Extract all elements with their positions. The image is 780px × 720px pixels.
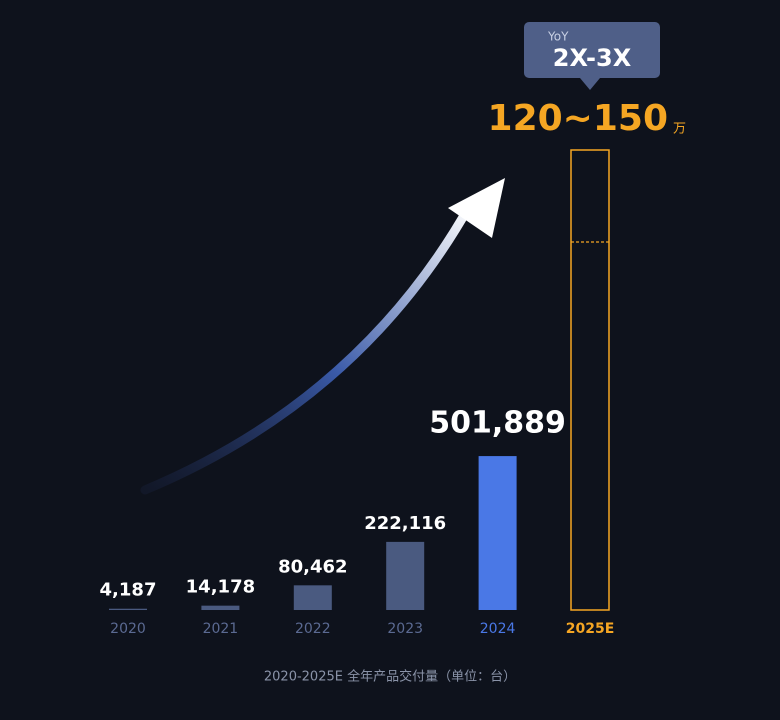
value-label: 80,462 — [278, 556, 347, 577]
value-label: 14,178 — [186, 577, 255, 598]
bar — [201, 605, 240, 610]
value-label: 4,187 — [100, 580, 157, 601]
arrow-head — [448, 178, 505, 238]
callout-pointer — [580, 78, 600, 90]
bar — [293, 585, 332, 610]
footnote: 2020-2025E 全年产品交付量（单位：台） — [264, 669, 516, 685]
callout-text: 2X-3X — [553, 44, 632, 72]
estimate-range-bar — [570, 149, 610, 611]
bar — [478, 456, 517, 610]
growth-arrow — [140, 200, 475, 495]
estimate-label: 120~150 — [488, 98, 668, 139]
value-label: 501,889 — [429, 406, 566, 441]
callout-title: YoY — [547, 30, 569, 44]
x-tick-label: 2022 — [295, 621, 331, 637]
x-tick-label: 2023 — [387, 621, 423, 637]
callout-box — [524, 22, 660, 78]
bar — [386, 541, 425, 610]
value-label: 222,116 — [364, 513, 446, 534]
bar — [109, 608, 147, 610]
estimate-unit: 万 — [673, 122, 686, 137]
x-tick-label: 2020 — [110, 621, 146, 637]
callout: YoY 2X-3X — [524, 22, 660, 90]
x-tick-label: 2021 — [203, 621, 239, 637]
x-tick-label: 2025E — [566, 621, 615, 637]
x-tick-label: 2024 — [480, 621, 516, 637]
